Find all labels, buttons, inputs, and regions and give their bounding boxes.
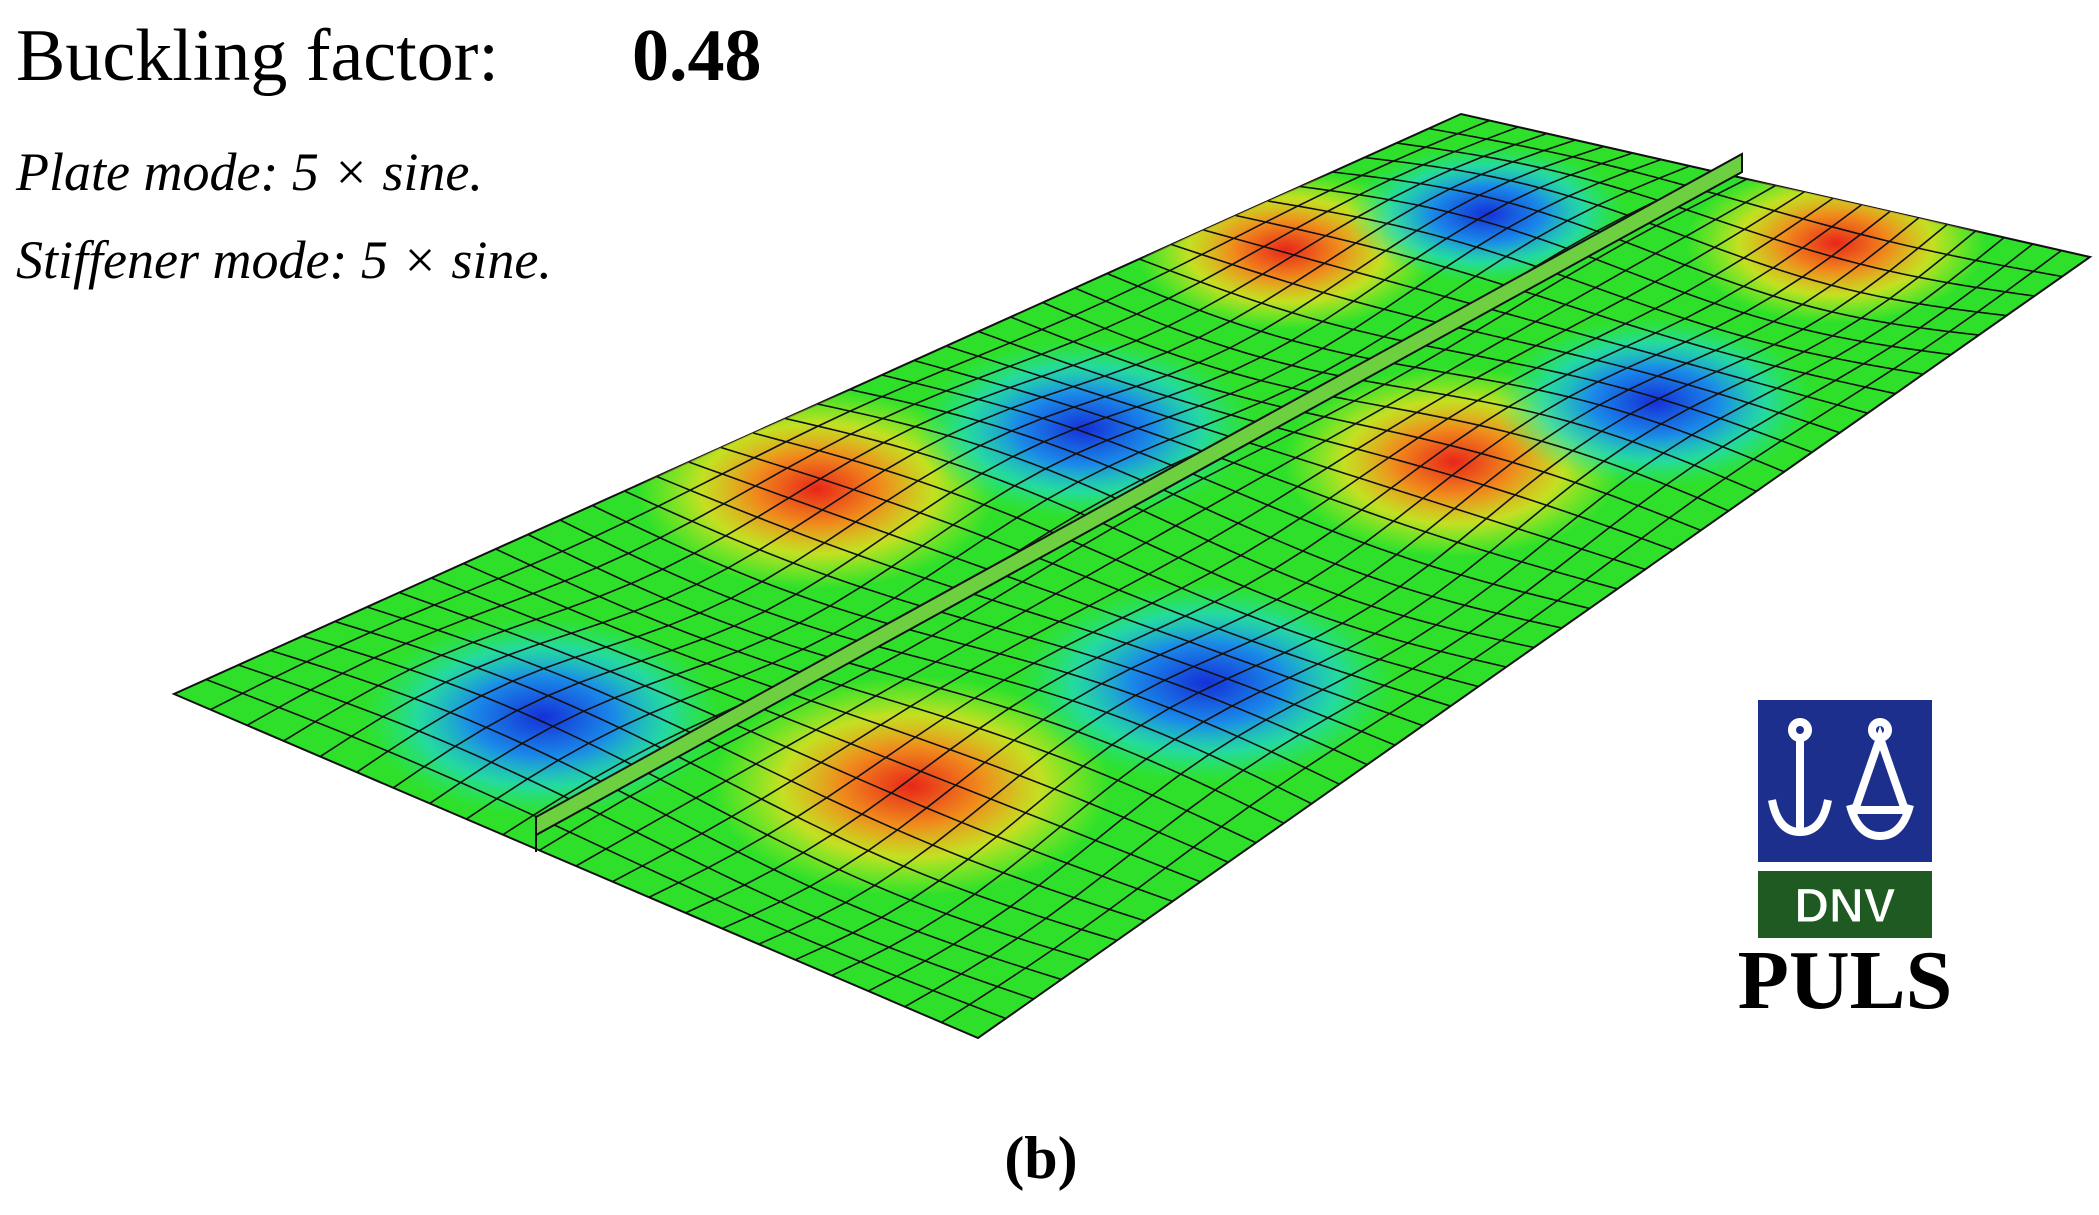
logo-text: DNV <box>1794 880 1895 933</box>
mesh-line <box>721 210 1891 930</box>
stiffener-mode: Stiffener mode: 5 × sine. <box>16 230 552 290</box>
software-name: PULS <box>1738 934 1953 1027</box>
mesh <box>205 119 2063 1024</box>
plate <box>171 112 2093 1040</box>
trough <box>1495 317 1815 487</box>
mesh-line <box>465 165 1691 820</box>
mesh-line <box>210 119 1490 711</box>
mesh-line <box>356 145 1605 773</box>
mesh-line <box>392 152 1633 789</box>
mesh-line <box>941 249 2062 1024</box>
mesh-line <box>648 197 1834 898</box>
logo-anchors <box>1768 718 1914 841</box>
mesh-line <box>612 191 1805 883</box>
logo-badge <box>1758 700 1932 862</box>
mesh-line <box>831 230 1977 977</box>
mesh-line <box>429 158 1662 805</box>
mesh-line <box>794 223 1948 961</box>
mesh-line <box>685 204 1862 914</box>
title: Buckling factor: <box>16 15 499 97</box>
mesh-line <box>758 217 1919 945</box>
mesh-line <box>867 236 2005 992</box>
logo: DNV PULS <box>1738 700 1953 1027</box>
plate-mode: Plate mode: 5 × sine. <box>15 142 483 202</box>
logo-band <box>1758 871 1932 938</box>
mesh-line <box>575 184 1776 867</box>
mesh-line <box>283 132 1548 742</box>
mesh-line <box>904 243 2034 1008</box>
mesh-line <box>539 178 1748 852</box>
crest <box>711 676 1111 896</box>
mesh-line <box>319 139 1576 758</box>
panel-label: (b) <box>1004 1125 1077 1191</box>
mesh-line <box>246 126 1519 726</box>
buckling-factor: 0.48 <box>632 15 762 97</box>
